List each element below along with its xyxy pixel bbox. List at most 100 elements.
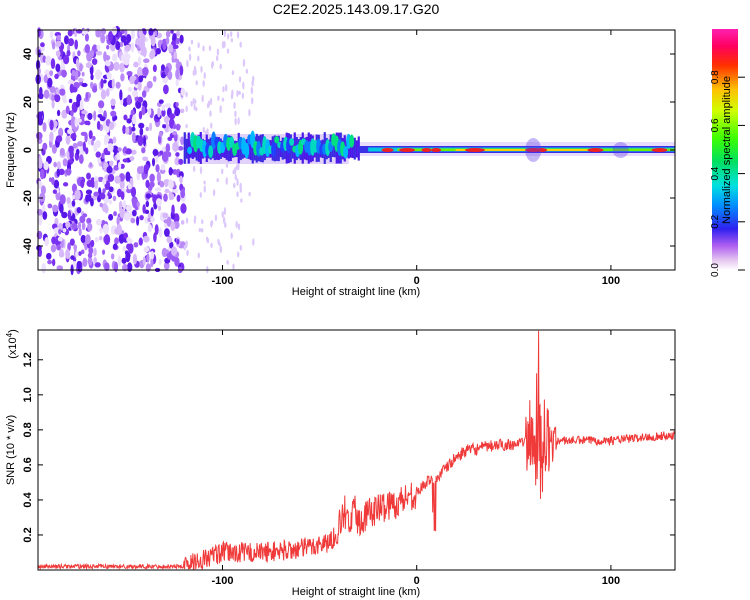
spectrogram-noise-blob	[53, 179, 60, 189]
signal-core-blob	[271, 141, 277, 157]
spectrogram-noise-blob	[139, 127, 144, 136]
spectrogram-noise-speck	[185, 240, 188, 246]
spectrogram-noise-speck	[236, 178, 239, 187]
signal-core-blob	[208, 145, 214, 159]
spectrogram-noise-blob	[126, 94, 132, 106]
spectrogram-noise-blob	[100, 28, 107, 35]
spectrogram-noise-speck	[237, 223, 241, 231]
spectrogram-noise-blob	[160, 164, 166, 171]
spectrogram-noise-speck	[200, 228, 204, 233]
spectrogram-noise-blob	[95, 69, 102, 80]
signal-core-blob	[244, 142, 250, 159]
spectrogram-noise-blob	[105, 126, 110, 133]
spectrogram-noise-blob	[55, 63, 61, 73]
spectrogram-noise-blob	[77, 221, 82, 230]
signal-hotspot	[431, 148, 442, 152]
spectrogram-noise-blob	[142, 46, 147, 58]
y-tick-label: 0.6	[22, 457, 34, 472]
x-tick-label: 0	[414, 275, 420, 287]
spectrogram-noise-blob	[68, 38, 75, 47]
spectrogram-noise-speck	[198, 227, 202, 233]
colorbar: 0.0 0.2 0.4 0.6 0.8 Normalized spectral ampl…	[710, 29, 745, 277]
signal-body	[183, 132, 186, 164]
spectrogram-noise-blob	[69, 238, 75, 246]
spectrogram-noise-blob	[51, 94, 55, 103]
spectrogram-noise-blob	[115, 81, 121, 89]
spectrogram-noise-speck	[211, 61, 215, 67]
colorbar-tick-label: 0.0	[710, 263, 721, 277]
spectrogram-noise-blob	[155, 198, 162, 207]
spectrogram-noise-blob	[52, 204, 59, 213]
spectrogram-noise-speck	[223, 41, 226, 48]
spectrogram-noise-blob	[43, 89, 50, 99]
spectrogram-noise-speck	[197, 42, 200, 49]
spectrogram-noise-speck	[209, 110, 212, 117]
spectrogram-noise-blob	[146, 253, 150, 263]
spectrogram-noise-blob	[108, 186, 114, 193]
spectrogram-noise-blob	[42, 142, 48, 151]
spectrogram-noise-blob	[84, 147, 89, 155]
spectrogram-noise-blob	[37, 49, 41, 58]
spectrogram-noise-blob	[80, 131, 88, 137]
spectrogram-noise-blob	[172, 141, 179, 152]
spectrogram-noise-speck	[226, 259, 229, 265]
spectrogram-noise-blob	[107, 173, 115, 182]
spectrogram-noise-blob	[74, 82, 80, 88]
spectrogram-noise-speck	[201, 94, 204, 103]
spectrogram-noise-blob	[138, 122, 145, 129]
spectrogram-noise-blob	[90, 139, 94, 146]
spectrogram-noise-blob	[123, 56, 130, 66]
colorbar-tick-label: 0.6	[710, 118, 721, 132]
spectrogram-noise-blob	[125, 251, 131, 263]
spectrogram-noise-speck	[248, 191, 251, 197]
spectrogram-noise-blob	[131, 114, 137, 125]
spectrogram-noise-blob	[70, 133, 77, 140]
spectrogram-noise-speck	[206, 238, 210, 244]
spectrogram-noise-speck	[200, 65, 203, 73]
spectrogram-noise-blob	[108, 31, 114, 42]
spectrogram-noise-blob	[149, 173, 155, 183]
signal-body	[213, 137, 216, 161]
spectrogram-noise-blob	[142, 204, 146, 214]
spectrogram-panel: -100 0 100 -40 -20 0 20 40 Height of straight …	[5, 25, 676, 298]
spectrogram-noise-blob	[127, 183, 132, 190]
spectrogram-noise-blob	[107, 72, 112, 81]
spectrogram-noise-blob	[100, 78, 104, 89]
spectrogram-noise-blob	[66, 50, 71, 57]
spectrogram-noise-blob	[84, 33, 89, 42]
spectrogram-noise-blob	[87, 112, 93, 121]
spectrogram-noise-blob	[94, 236, 99, 243]
spectrogram-noise-blob	[130, 109, 135, 116]
spectrogram-noise-speck	[225, 163, 229, 168]
y-tick-label: 40	[22, 48, 34, 60]
y-tick-label: 0.8	[22, 422, 34, 437]
spectrogram-noise-blob	[39, 168, 45, 180]
spectrogram-noise-blob	[145, 179, 150, 189]
spectrogram-noise-speck	[252, 238, 255, 246]
signal-body	[275, 135, 278, 161]
spectrogram-noise-speck	[210, 122, 213, 129]
spectrogram-noise-blob	[54, 73, 59, 80]
spectrogram-noise-blob	[67, 210, 72, 220]
spectrogram-noise-speck	[225, 177, 228, 185]
spectrogram-noise-speck	[238, 76, 242, 83]
spectrogram-noise-blob	[72, 142, 78, 149]
spectrogram-noise-speck	[197, 252, 201, 259]
snr-panel: -100 0 100 0.2 0.4 0.6 0.8 1.0 1.2 Height of st…	[5, 329, 676, 598]
signal-hotspot	[381, 148, 394, 152]
spectrogram-noise-blob	[76, 260, 82, 270]
spectrogram-noise-blob	[179, 108, 185, 114]
spectrogram-x-ticks: -100 0 100	[211, 30, 620, 287]
spectrogram-noise-blob	[145, 126, 149, 132]
spectrogram-noise-blob	[174, 257, 180, 267]
spectrogram-noise-blob	[109, 121, 115, 131]
spectrogram-noise-blob	[163, 249, 170, 254]
spectrogram-noise-speck	[216, 48, 220, 56]
spectrogram-noise-blob	[119, 179, 125, 190]
spectrogram-noise-blob	[90, 73, 94, 81]
spectrogram-noise-blob	[105, 34, 109, 40]
spectrogram-noise-blob	[71, 86, 78, 93]
spectrogram-noise-speck	[188, 46, 191, 52]
spectrogram-noise-blob	[169, 193, 175, 200]
spectrogram-noise-blob	[87, 252, 93, 259]
